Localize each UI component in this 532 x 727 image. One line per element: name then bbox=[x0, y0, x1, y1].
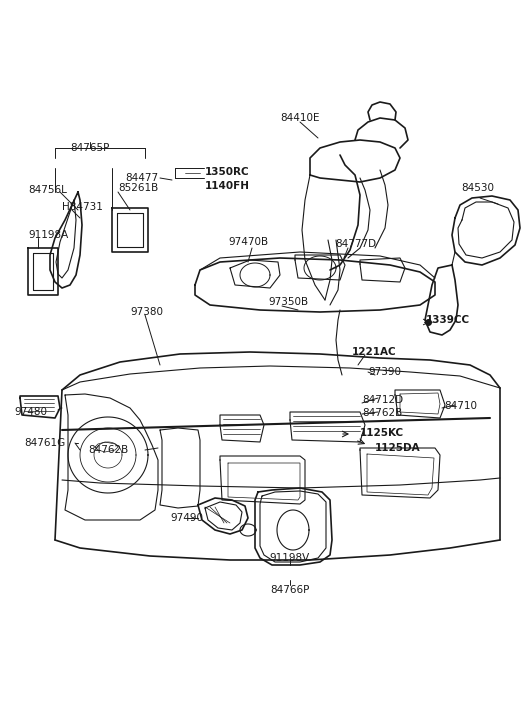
Text: 91198V: 91198V bbox=[270, 553, 310, 563]
Text: 84710: 84710 bbox=[444, 401, 477, 411]
Text: 1221AC: 1221AC bbox=[352, 347, 397, 357]
Text: 97490: 97490 bbox=[170, 513, 203, 523]
Text: 1125DA: 1125DA bbox=[375, 443, 421, 453]
Text: 1125KC: 1125KC bbox=[360, 428, 404, 438]
Text: 1140FH: 1140FH bbox=[205, 181, 250, 191]
Text: 84762B: 84762B bbox=[88, 445, 128, 455]
Text: 84756L: 84756L bbox=[28, 185, 67, 195]
Text: 84766P: 84766P bbox=[270, 585, 310, 595]
Text: 84761G: 84761G bbox=[24, 438, 65, 448]
Text: 84410E: 84410E bbox=[280, 113, 320, 123]
Text: H84731: H84731 bbox=[62, 202, 103, 212]
Text: 84712D: 84712D bbox=[362, 395, 403, 405]
Text: 97480: 97480 bbox=[14, 407, 47, 417]
Text: 84762B: 84762B bbox=[362, 408, 402, 418]
Text: 91198A: 91198A bbox=[28, 230, 68, 240]
Text: 97390: 97390 bbox=[368, 367, 401, 377]
Text: 84530: 84530 bbox=[461, 183, 495, 193]
Text: 97380: 97380 bbox=[130, 307, 163, 317]
Text: 84765P: 84765P bbox=[70, 143, 110, 153]
Text: 1339CC: 1339CC bbox=[426, 315, 470, 325]
Text: 97470B: 97470B bbox=[228, 237, 268, 247]
Text: 84477: 84477 bbox=[125, 173, 158, 183]
Text: 97350B: 97350B bbox=[268, 297, 308, 307]
Text: 1350RC: 1350RC bbox=[205, 167, 250, 177]
Text: 84777D: 84777D bbox=[335, 239, 376, 249]
Text: 85261B: 85261B bbox=[118, 183, 158, 193]
